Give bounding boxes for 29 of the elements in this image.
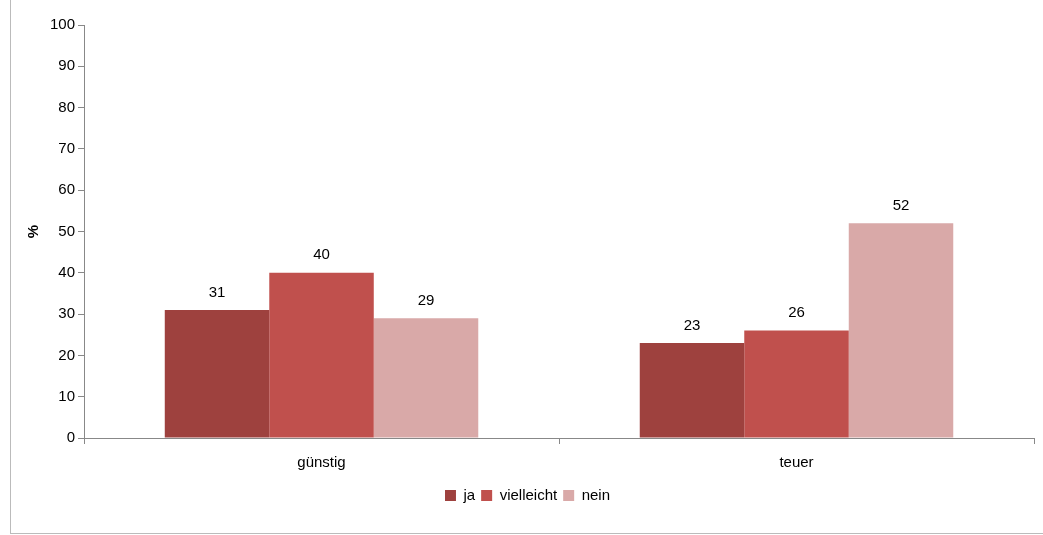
data-label: 52 xyxy=(892,195,910,213)
data-label: 26 xyxy=(788,303,805,321)
data-label: 23 xyxy=(683,315,701,333)
y-axis-title: % xyxy=(24,224,42,239)
legend-label: vielleicht xyxy=(499,485,558,503)
y-tick-label: 70 xyxy=(58,139,76,157)
x-tick-label: teuer xyxy=(779,453,814,471)
bar xyxy=(744,330,849,438)
bar xyxy=(373,318,479,438)
y-tick-label: 100 xyxy=(50,15,76,33)
bar xyxy=(269,272,374,438)
data-label: 29 xyxy=(417,290,435,308)
data-label: 31 xyxy=(208,282,226,300)
y-tick-label: 20 xyxy=(58,345,76,363)
y-tick-label: 10 xyxy=(58,386,76,404)
bar xyxy=(639,343,745,438)
y-tick-label: 80 xyxy=(58,97,76,115)
bar xyxy=(164,309,270,438)
y-tick-label: 90 xyxy=(58,56,76,74)
y-tick-label: 60 xyxy=(58,180,76,198)
y-tick-label: 40 xyxy=(58,262,76,280)
y-tick-label: 50 xyxy=(58,221,76,239)
legend-label: nein xyxy=(581,485,611,503)
bar xyxy=(848,223,954,438)
y-tick-label: 30 xyxy=(58,304,76,322)
y-tick-label: 0 xyxy=(66,428,76,446)
x-tick-label: günstig xyxy=(297,453,346,471)
data-label: 40 xyxy=(313,245,330,263)
legend-label: ja xyxy=(462,485,476,503)
